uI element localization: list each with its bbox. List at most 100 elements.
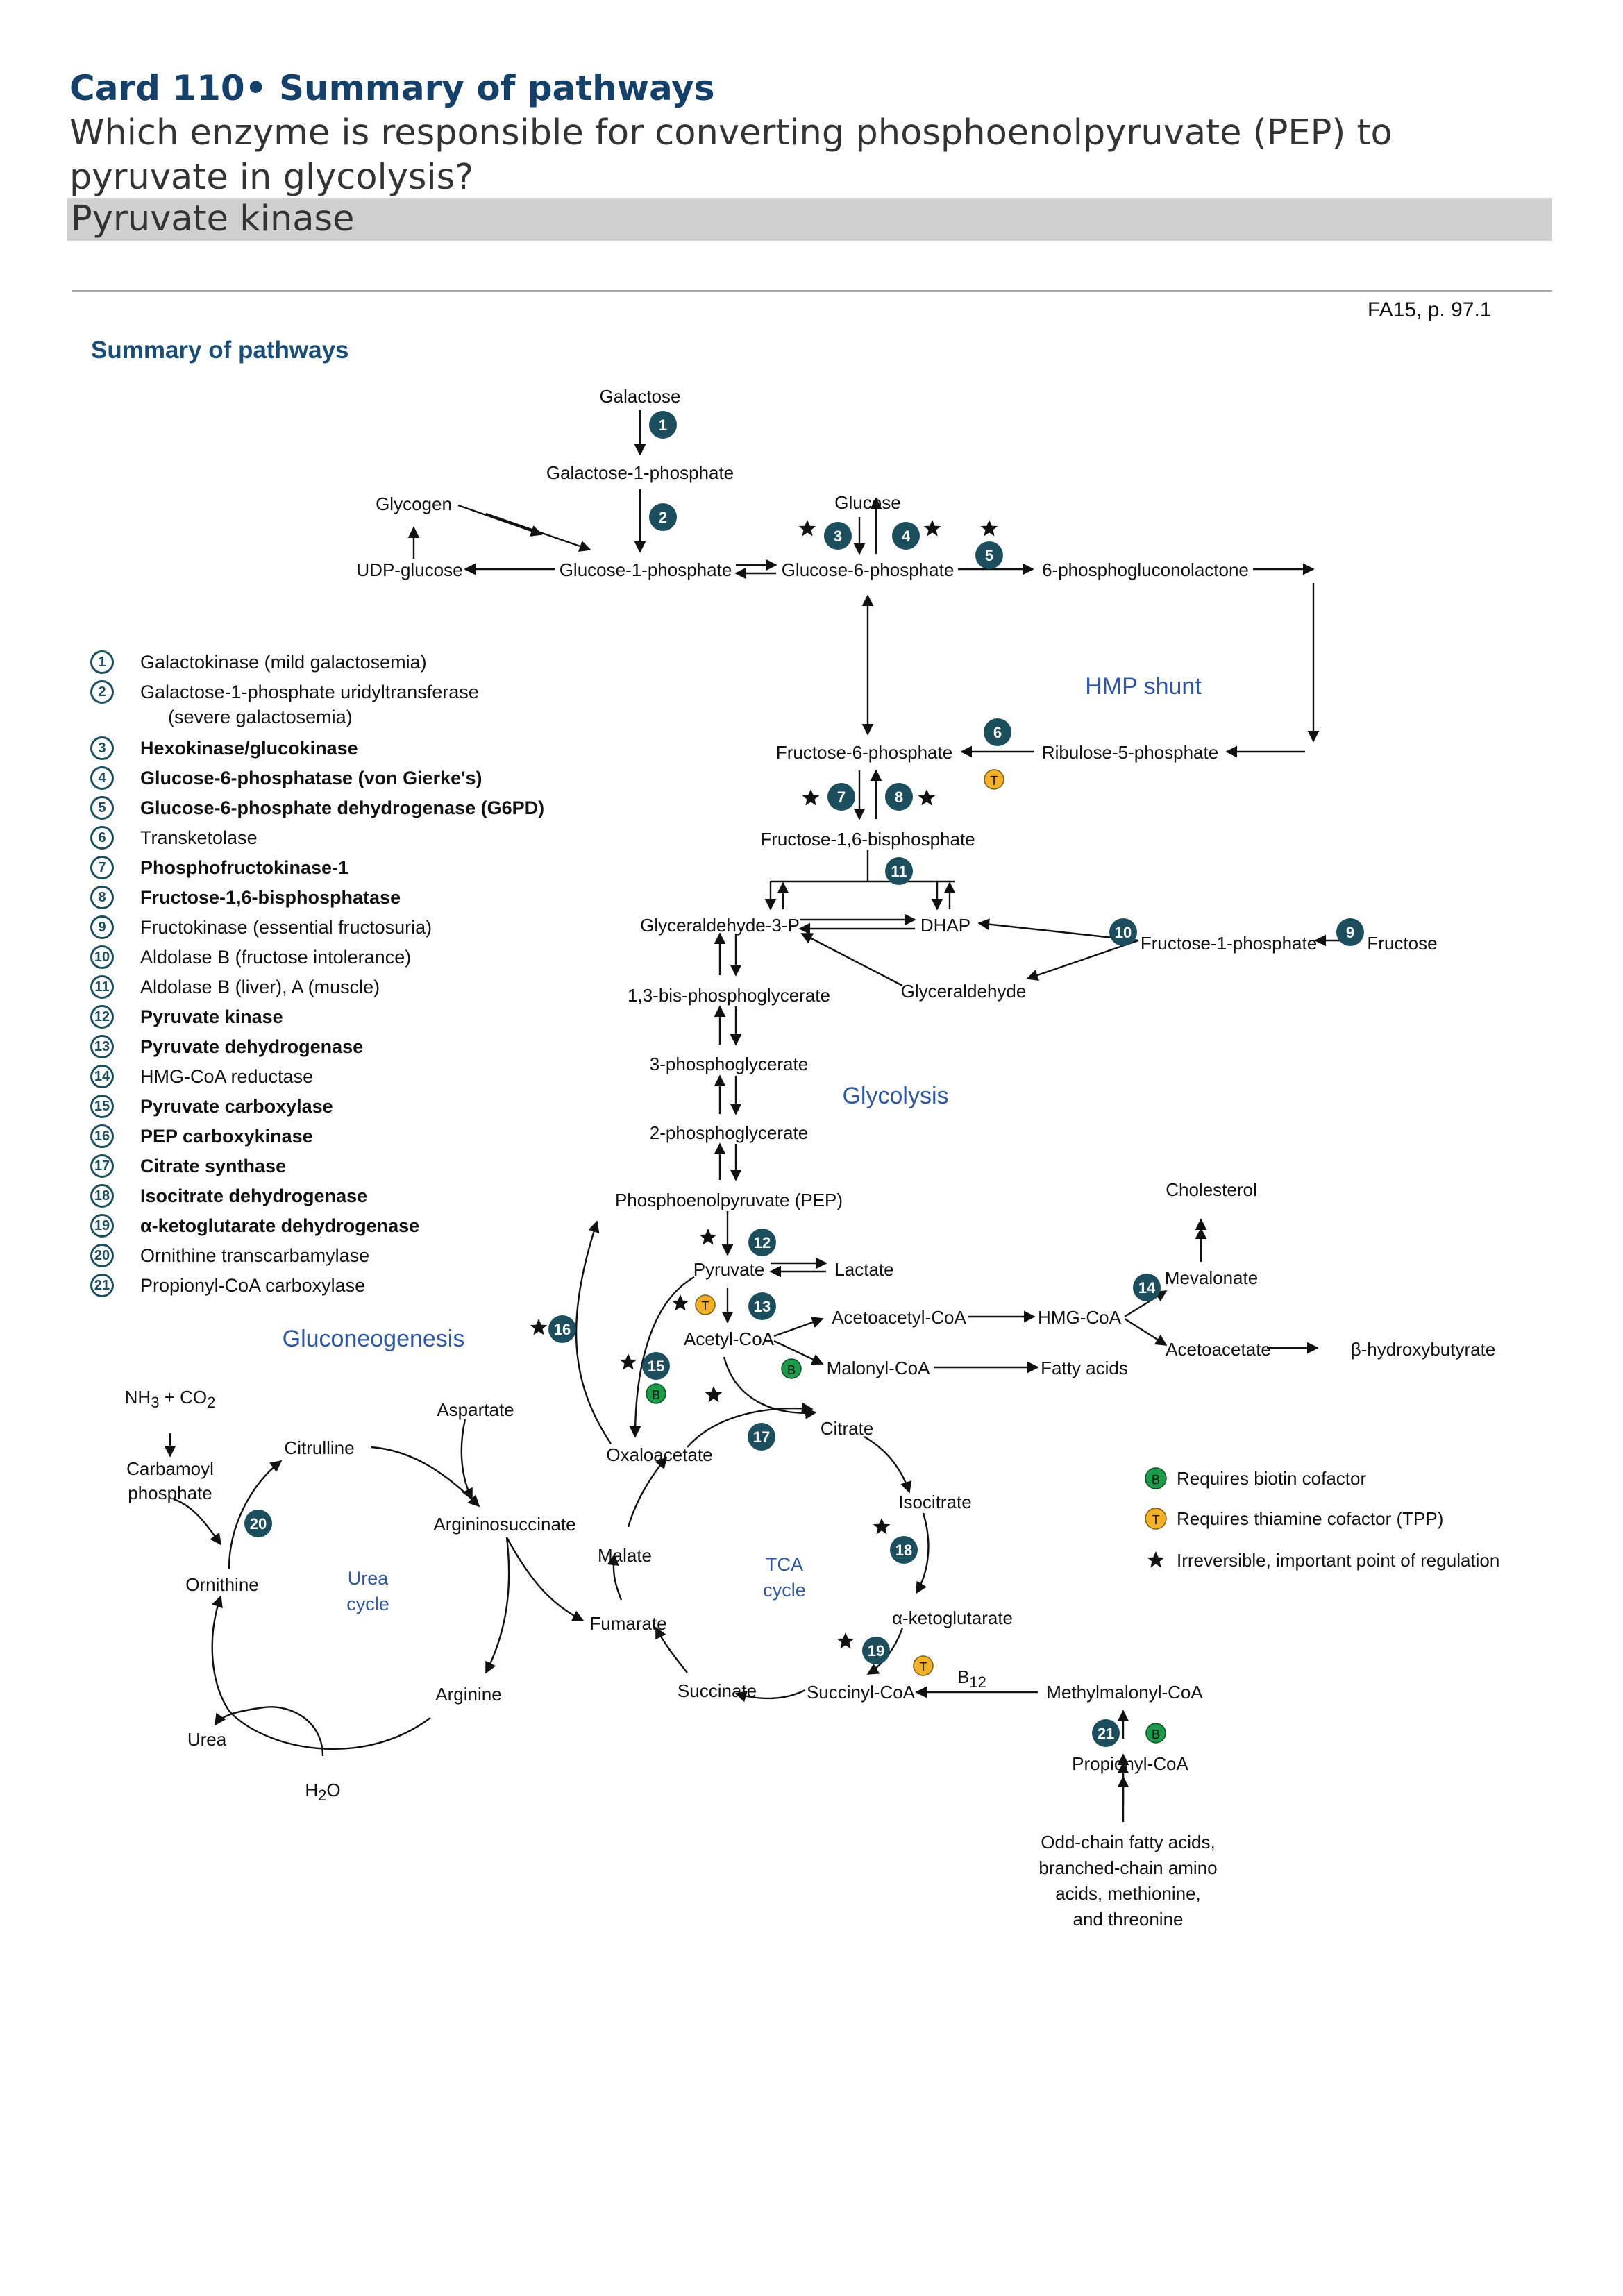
star-g6pase	[923, 520, 941, 537]
svg-text:5: 5	[985, 547, 993, 564]
legend-label: HMG-CoA reductase	[140, 1066, 314, 1087]
enzyme-badge-20: 20	[244, 1510, 272, 1537]
svg-text:2: 2	[659, 509, 667, 526]
legend-label: Aldolase B (fructose intolerance)	[140, 947, 412, 968]
enzyme-badge-18: 18	[890, 1536, 918, 1564]
legend-label: Glucose-6-phosphatase (von Gierke's)	[140, 768, 482, 788]
label-carbamoyl-line-2: phosphate	[128, 1483, 212, 1503]
legend-label: Galactokinase (mild galactosemia)	[140, 652, 427, 673]
star-g6pd	[980, 520, 998, 537]
legend-label: α-ketoglutarate dehydrogenase	[140, 1215, 420, 1236]
legend-label: Glucose-6-phosphate dehydrogenase (G6PD)	[140, 797, 545, 818]
label-malate: Malate	[598, 1545, 652, 1566]
legend-number-badge: 1	[90, 650, 114, 674]
enzyme-badge-4: 4	[892, 522, 920, 550]
label-carbamoyl-line-1: Carbamoyl	[126, 1458, 214, 1479]
label-1-3-bis-phosphoglycerate: 1,3-bis-phosphoglycerate	[628, 985, 830, 1006]
label-tca-line-2: cycle	[763, 1580, 806, 1601]
star-hexokinase	[798, 520, 816, 537]
svg-text:19: 19	[868, 1642, 884, 1660]
label-urea-cycle-line-2: cycle	[346, 1594, 389, 1614]
legend-number-badge: 6	[90, 826, 114, 850]
enzyme-badge-2: 2	[649, 503, 677, 531]
legend-label: Phosphofructokinase-1	[140, 857, 349, 878]
divider	[72, 290, 1552, 292]
svg-text:16: 16	[554, 1321, 571, 1338]
svg-text:1: 1	[659, 416, 667, 434]
label-succinyl-coa: Succinyl-CoA	[807, 1682, 916, 1703]
label-dhap: DHAP	[920, 915, 970, 936]
legend-label: PEP carboxykinase	[140, 1126, 313, 1147]
enzyme-badge-17: 17	[748, 1423, 775, 1451]
label-oxaloacetate: Oxaloacetate	[606, 1444, 712, 1465]
legend-label: Isocitrate dehydrogenase	[140, 1185, 368, 1206]
label-galactose: Galactose	[599, 386, 680, 407]
biotin-badge-pc: B	[646, 1383, 666, 1404]
legend-label: Hexokinase/glucokinase	[140, 738, 358, 759]
label-odd-chain-line-2: branched-chain amino	[1038, 1857, 1217, 1878]
label-6-phosphogluconolactone: 6-phosphogluconolactone	[1042, 559, 1249, 580]
legend-number-badge: 11	[90, 975, 114, 999]
svg-text:20: 20	[250, 1515, 267, 1533]
legend-number-badge: 12	[90, 1005, 114, 1029]
label-glucose: Glucose	[834, 492, 900, 513]
legend-number-badge: 20	[90, 1244, 114, 1267]
enzyme-badge-6: 6	[984, 718, 1011, 746]
label-water: H2O	[305, 1780, 340, 1804]
label-fructose-1-phosphate: Fructose-1-phosphate	[1141, 933, 1317, 954]
label-udp-glucose: UDP-glucose	[356, 559, 462, 580]
enzyme-badge-12: 12	[748, 1229, 776, 1256]
key-thiamine-label: Requires thiamine cofactor (TPP)	[1177, 1508, 1443, 1529]
legend-number-badge: 4	[90, 766, 114, 790]
label-urea: Urea	[187, 1729, 227, 1750]
enzyme-badge-1: 1	[649, 411, 677, 439]
label-citrulline: Citrulline	[284, 1437, 354, 1458]
label-fumarate: Fumarate	[589, 1613, 666, 1634]
legend-label-continuation: (severe galactosemia)	[168, 707, 353, 727]
label-fructose-6-phosphate: Fructose-6-phosphate	[776, 742, 952, 763]
svg-text:B: B	[652, 1388, 660, 1402]
enzyme-badge-8: 8	[885, 783, 913, 811]
svg-text:7: 7	[837, 788, 846, 806]
label-glycogen: Glycogen	[376, 493, 452, 514]
label-nh3-co2: NH3 + CO2	[125, 1387, 216, 1411]
svg-text:15: 15	[648, 1358, 664, 1375]
star-fbpase	[918, 789, 936, 806]
svg-text:10: 10	[1115, 924, 1132, 941]
legend-number-badge: 19	[90, 1214, 114, 1238]
legend-number-badge: 7	[90, 856, 114, 879]
svg-text:B: B	[787, 1363, 796, 1377]
star-pdh	[671, 1294, 689, 1311]
legend-label: Citrate synthase	[140, 1156, 287, 1176]
pathway-labels: HMP shunt Glycolysis Gluconeogenesis TCA…	[283, 673, 1202, 1614]
svg-text:T: T	[1152, 1513, 1160, 1527]
legend-label: Transketolase	[140, 827, 258, 848]
svg-text:18: 18	[895, 1542, 912, 1559]
legend-number-badge: 15	[90, 1095, 114, 1118]
enzyme-badge-14: 14	[1133, 1274, 1161, 1301]
svg-text:3: 3	[834, 527, 842, 545]
enzyme-badge-13: 13	[748, 1292, 776, 1320]
label-argininosuccinate: Argininosuccinate	[433, 1514, 575, 1535]
card-question: Which enzyme is responsible for converti…	[69, 112, 1393, 198]
svg-text:6: 6	[993, 724, 1002, 741]
svg-text:4: 4	[902, 527, 911, 545]
label-pep: Phosphoenolpyruvate (PEP)	[615, 1190, 843, 1210]
legend-number-badge: 2	[90, 680, 114, 704]
label-urea-cycle-line-1: Urea	[348, 1568, 389, 1589]
label-glyceraldehyde: Glyceraldehyde	[901, 981, 1027, 1002]
label-b12: B12	[957, 1666, 986, 1691]
label-aspartate: Aspartate	[437, 1399, 514, 1420]
label-propionyl-coa: Propionyl-CoA	[1072, 1753, 1188, 1774]
legend-number-badge: 8	[90, 886, 114, 909]
legend-number-badge: 18	[90, 1184, 114, 1208]
svg-text:14: 14	[1138, 1279, 1156, 1297]
label-citrate: Citrate	[821, 1418, 874, 1439]
legend-number-badge: 14	[90, 1065, 114, 1088]
label-galactose-1-phosphate: Galactose-1-phosphate	[546, 462, 734, 483]
enzyme-badge-21: 21	[1092, 1719, 1120, 1747]
card-answer: Pyruvate kinase	[71, 199, 355, 239]
svg-text:B: B	[1152, 1473, 1160, 1487]
label-fructose: Fructose	[1367, 933, 1437, 954]
label-3-phosphoglycerate: 3-phosphoglycerate	[650, 1054, 808, 1074]
